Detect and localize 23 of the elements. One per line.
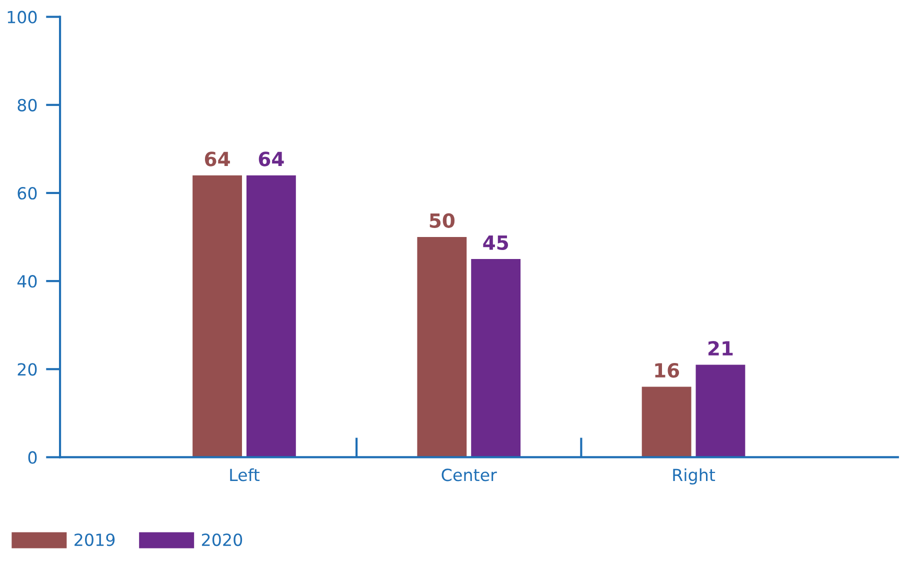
legend-label: 2019 bbox=[74, 533, 115, 546]
bar bbox=[192, 175, 242, 458]
y-tick-label: 0 bbox=[28, 451, 37, 464]
y-tick-label: 80 bbox=[18, 98, 37, 112]
data-label: 45 bbox=[483, 236, 508, 250]
bar bbox=[417, 237, 467, 458]
data-label: 64 bbox=[258, 152, 284, 166]
y-tick-label: 40 bbox=[17, 275, 37, 288]
y-tick-label: 60 bbox=[18, 186, 37, 200]
x-tick-label: Left bbox=[230, 468, 260, 482]
data-label: 64 bbox=[204, 152, 230, 166]
data-label: 16 bbox=[655, 363, 680, 378]
bar bbox=[696, 364, 746, 458]
legend-label: 2020 bbox=[202, 533, 242, 546]
bar bbox=[246, 175, 296, 458]
data-label: 21 bbox=[708, 340, 733, 356]
y-tick-label: 100 bbox=[8, 10, 37, 24]
y-tick-label: 20 bbox=[18, 363, 37, 376]
bar bbox=[471, 259, 521, 458]
bar bbox=[642, 386, 692, 458]
x-tick-label: Center bbox=[442, 468, 497, 482]
x-tick-label: Right bbox=[673, 468, 716, 484]
data-label: 50 bbox=[430, 213, 455, 228]
